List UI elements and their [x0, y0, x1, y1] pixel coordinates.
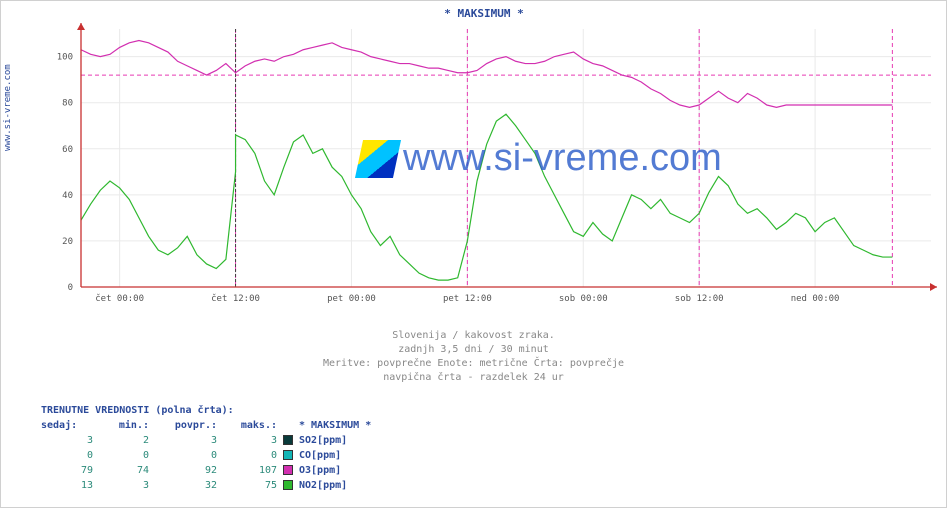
- cell-maks: 3: [221, 433, 281, 448]
- cell-maks: 75: [221, 478, 281, 493]
- cell-min: 3: [93, 478, 153, 493]
- col-sedaj: sedaj:: [41, 418, 93, 433]
- cell-povpr: 3: [153, 433, 221, 448]
- cell-maks: 107: [221, 463, 281, 478]
- svg-text:40: 40: [62, 191, 73, 201]
- legend-swatch: [281, 463, 295, 478]
- cell-min: 2: [93, 433, 153, 448]
- svg-text:80: 80: [62, 99, 73, 109]
- table-row: 797492107 O3[ppm]: [41, 463, 445, 478]
- svg-text:0: 0: [68, 283, 73, 293]
- subtitle-line: zadnjh 3,5 dni / 30 minut: [1, 343, 946, 357]
- table-row: 1333275 NO2[ppm]: [41, 478, 445, 493]
- cell-povpr: 92: [153, 463, 221, 478]
- svg-text:60: 60: [62, 145, 73, 155]
- col-povpr: povpr.:: [153, 418, 221, 433]
- table-heading: TRENUTNE VREDNOSTI (polna črta):: [41, 403, 445, 418]
- cell-povpr: 32: [153, 478, 221, 493]
- legend-label: O3[ppm]: [295, 463, 445, 478]
- cell-sedaj: 3: [41, 433, 93, 448]
- chart-container: * MAKSIMUM * 0 20 40 60 80 100 čet 00:00 čet 12…: [29, 5, 939, 325]
- subtitle-line: Meritve: povprečne Enote: metrične Črta:…: [1, 357, 946, 371]
- values-table: TRENUTNE VREDNOSTI (polna črta): sedaj: …: [41, 403, 445, 493]
- chart-plot: 0 20 40 60 80 100 čet 00:00 čet 12:00 pet 00:00 p…: [29, 5, 939, 305]
- col-legend-heading: * MAKSIMUM *: [295, 418, 445, 433]
- subtitle-line: navpična črta - razdelek 24 ur: [1, 371, 946, 385]
- col-maks: maks.:: [221, 418, 281, 433]
- svg-text:100: 100: [57, 53, 73, 63]
- svg-text:pet 00:00: pet 00:00: [327, 294, 376, 304]
- svg-text:čet 00:00: čet 00:00: [95, 293, 144, 304]
- col-min: min.:: [93, 418, 153, 433]
- cell-povpr: 0: [153, 448, 221, 463]
- legend-label: NO2[ppm]: [295, 478, 445, 493]
- svg-text:20: 20: [62, 237, 73, 247]
- svg-text:pet 12:00: pet 12:00: [443, 294, 492, 304]
- chart-title: * MAKSIMUM *: [29, 7, 939, 20]
- table-row: 0000CO[ppm]: [41, 448, 445, 463]
- chart-subtitle: Slovenija / kakovost zraka. zadnjh 3,5 d…: [1, 329, 946, 385]
- cell-min: 74: [93, 463, 153, 478]
- legend-label: SO2[ppm]: [295, 433, 445, 448]
- cell-sedaj: 79: [41, 463, 93, 478]
- cell-sedaj: 0: [41, 448, 93, 463]
- legend-label: CO[ppm]: [295, 448, 445, 463]
- cell-min: 0: [93, 448, 153, 463]
- legend-swatch: [281, 433, 295, 448]
- svg-text:sob 12:00: sob 12:00: [675, 294, 724, 304]
- table-header-row: sedaj: min.: povpr.: maks.: * MAKSIMUM *: [41, 418, 445, 433]
- cell-sedaj: 13: [41, 478, 93, 493]
- svg-text:ned 00:00: ned 00:00: [791, 294, 840, 304]
- svg-text:sob 00:00: sob 00:00: [559, 294, 608, 304]
- site-vertical-label: www.si-vreme.com: [3, 64, 13, 151]
- cell-maks: 0: [221, 448, 281, 463]
- legend-swatch: [281, 478, 295, 493]
- subtitle-line: Slovenija / kakovost zraka.: [1, 329, 946, 343]
- table-row: 3233SO2[ppm]: [41, 433, 445, 448]
- legend-swatch: [281, 448, 295, 463]
- svg-text:čet 12:00: čet 12:00: [211, 293, 260, 304]
